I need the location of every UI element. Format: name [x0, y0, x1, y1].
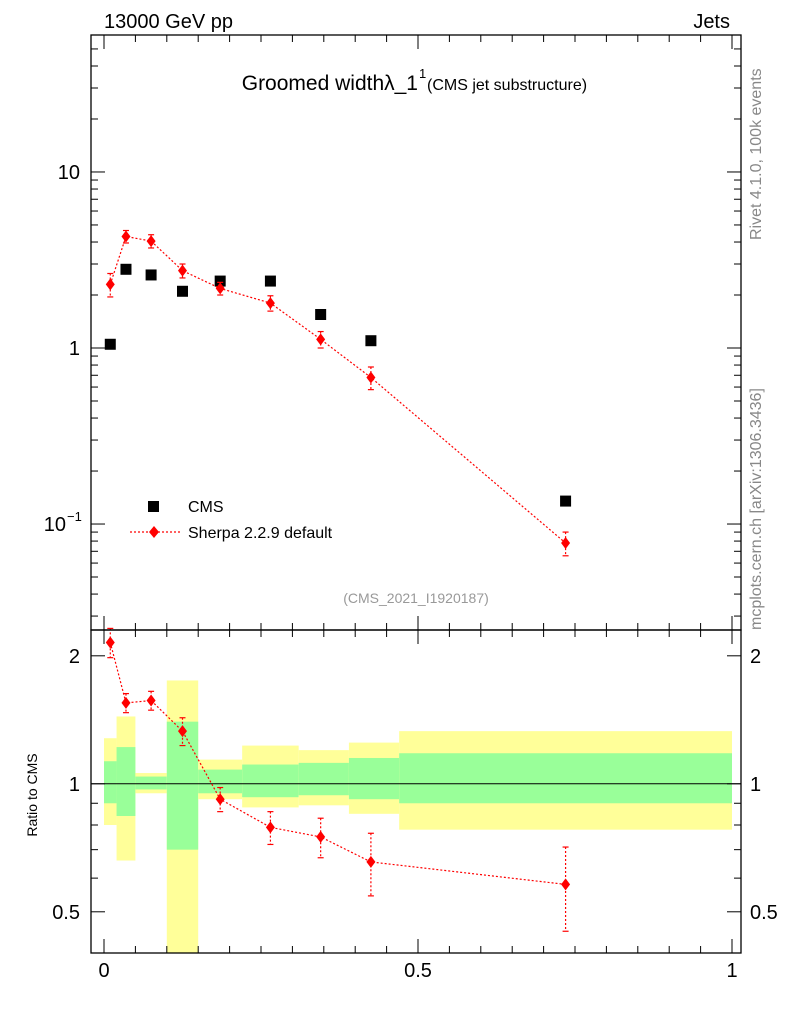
legend-marker-cms: [148, 501, 159, 512]
cms-data-point: [315, 308, 327, 320]
ratio-y-tick-label: 1: [69, 774, 80, 796]
ratio-data-point: [265, 821, 275, 834]
cms-data-point: [365, 335, 377, 347]
legend: CMS Sherpa 2.2.9 default: [130, 499, 333, 542]
analysis-watermark: (CMS_2021_I1920187): [343, 590, 489, 606]
ratio-data-point: [215, 793, 225, 806]
ratio-y-tick-label: 0.5: [52, 902, 80, 924]
legend-label-sherpa: Sherpa 2.2.9 default: [188, 525, 333, 542]
sherpa-data-point: [105, 278, 115, 291]
cms-data-point: [560, 495, 572, 507]
sherpa-data-point: [178, 264, 187, 277]
ratio-panel-frame: [90, 629, 742, 954]
sherpa-data-point: [215, 282, 225, 295]
ratio-data-point: [366, 855, 376, 868]
ratio-plot-series: [105, 627, 571, 932]
main-y-tick-label-exponent: −1: [67, 509, 82, 524]
ratio-y-axis-label: Ratio to CMS: [24, 753, 40, 836]
cms-data-point: [104, 338, 116, 350]
stat-uncertainty-band: [348, 757, 400, 800]
mcplots-reference-label: mcplots.cern.ch [arXiv:1306.3436]: [748, 388, 765, 630]
sherpa-line: [109, 235, 566, 544]
ratio-data-point: [178, 725, 187, 738]
ratio-y-tick-label: 2: [69, 646, 80, 668]
stat-uncertainty-band: [198, 769, 243, 794]
x-tick-label: 1: [726, 960, 737, 982]
ratio-y-tick-label-right: 1: [750, 774, 761, 796]
main-plot-series: [104, 229, 572, 557]
stat-uncertainty-band: [166, 721, 199, 850]
ratio-uncertainty-bands: [91, 680, 741, 953]
sherpa-data-point: [265, 297, 275, 310]
main-y-tick-label: 10: [44, 514, 66, 536]
plot-title-superscript: 1: [419, 66, 426, 81]
stat-uncertainty-band: [242, 764, 299, 798]
x-tick-label: 0: [98, 960, 109, 982]
ratio-y-tick-label-right: 2: [750, 646, 761, 668]
collision-energy-label: 13000 GeV pp: [104, 11, 233, 33]
stat-uncertainty-band: [399, 753, 732, 804]
sherpa-data-point: [366, 371, 376, 384]
rivet-version-label: Rivet 4.1.0, 100k events: [748, 68, 765, 240]
ratio-data-point: [146, 694, 156, 707]
main-y-tick-label: 1: [69, 338, 80, 360]
main-y-tick-label: 10: [58, 162, 80, 184]
plot-title-suffix: (CMS jet substructure): [427, 77, 587, 94]
x-tick-label: 0.5: [404, 960, 432, 982]
cms-data-point: [177, 285, 188, 297]
plot-title: Groomed widthλ_1: [242, 72, 418, 95]
stat-uncertainty-band: [298, 762, 349, 796]
sherpa-data-point: [121, 230, 131, 243]
ratio-data-point: [561, 878, 571, 891]
sherpa-data-point: [561, 537, 571, 550]
ratio-data-point: [105, 636, 115, 649]
stat-uncertainty-band: [104, 761, 117, 804]
legend-marker-sherpa: [149, 526, 159, 538]
sherpa-data-point: [146, 235, 156, 248]
plot-frames: [90, 34, 742, 954]
stat-uncertainty-band: [135, 776, 167, 790]
cms-data-point: [264, 275, 276, 287]
cms-data-point: [214, 275, 226, 287]
sherpa-data-point: [316, 333, 326, 346]
ratio-y-tick-label-right: 0.5: [750, 902, 778, 924]
cms-data-point: [145, 269, 157, 281]
ratio-data-point: [316, 830, 326, 843]
process-label: Jets: [693, 11, 730, 33]
legend-label-cms: CMS: [188, 499, 224, 516]
cms-data-point: [120, 263, 132, 275]
ratio-data-point: [121, 696, 131, 709]
stat-uncertainty-band: [116, 747, 136, 816]
